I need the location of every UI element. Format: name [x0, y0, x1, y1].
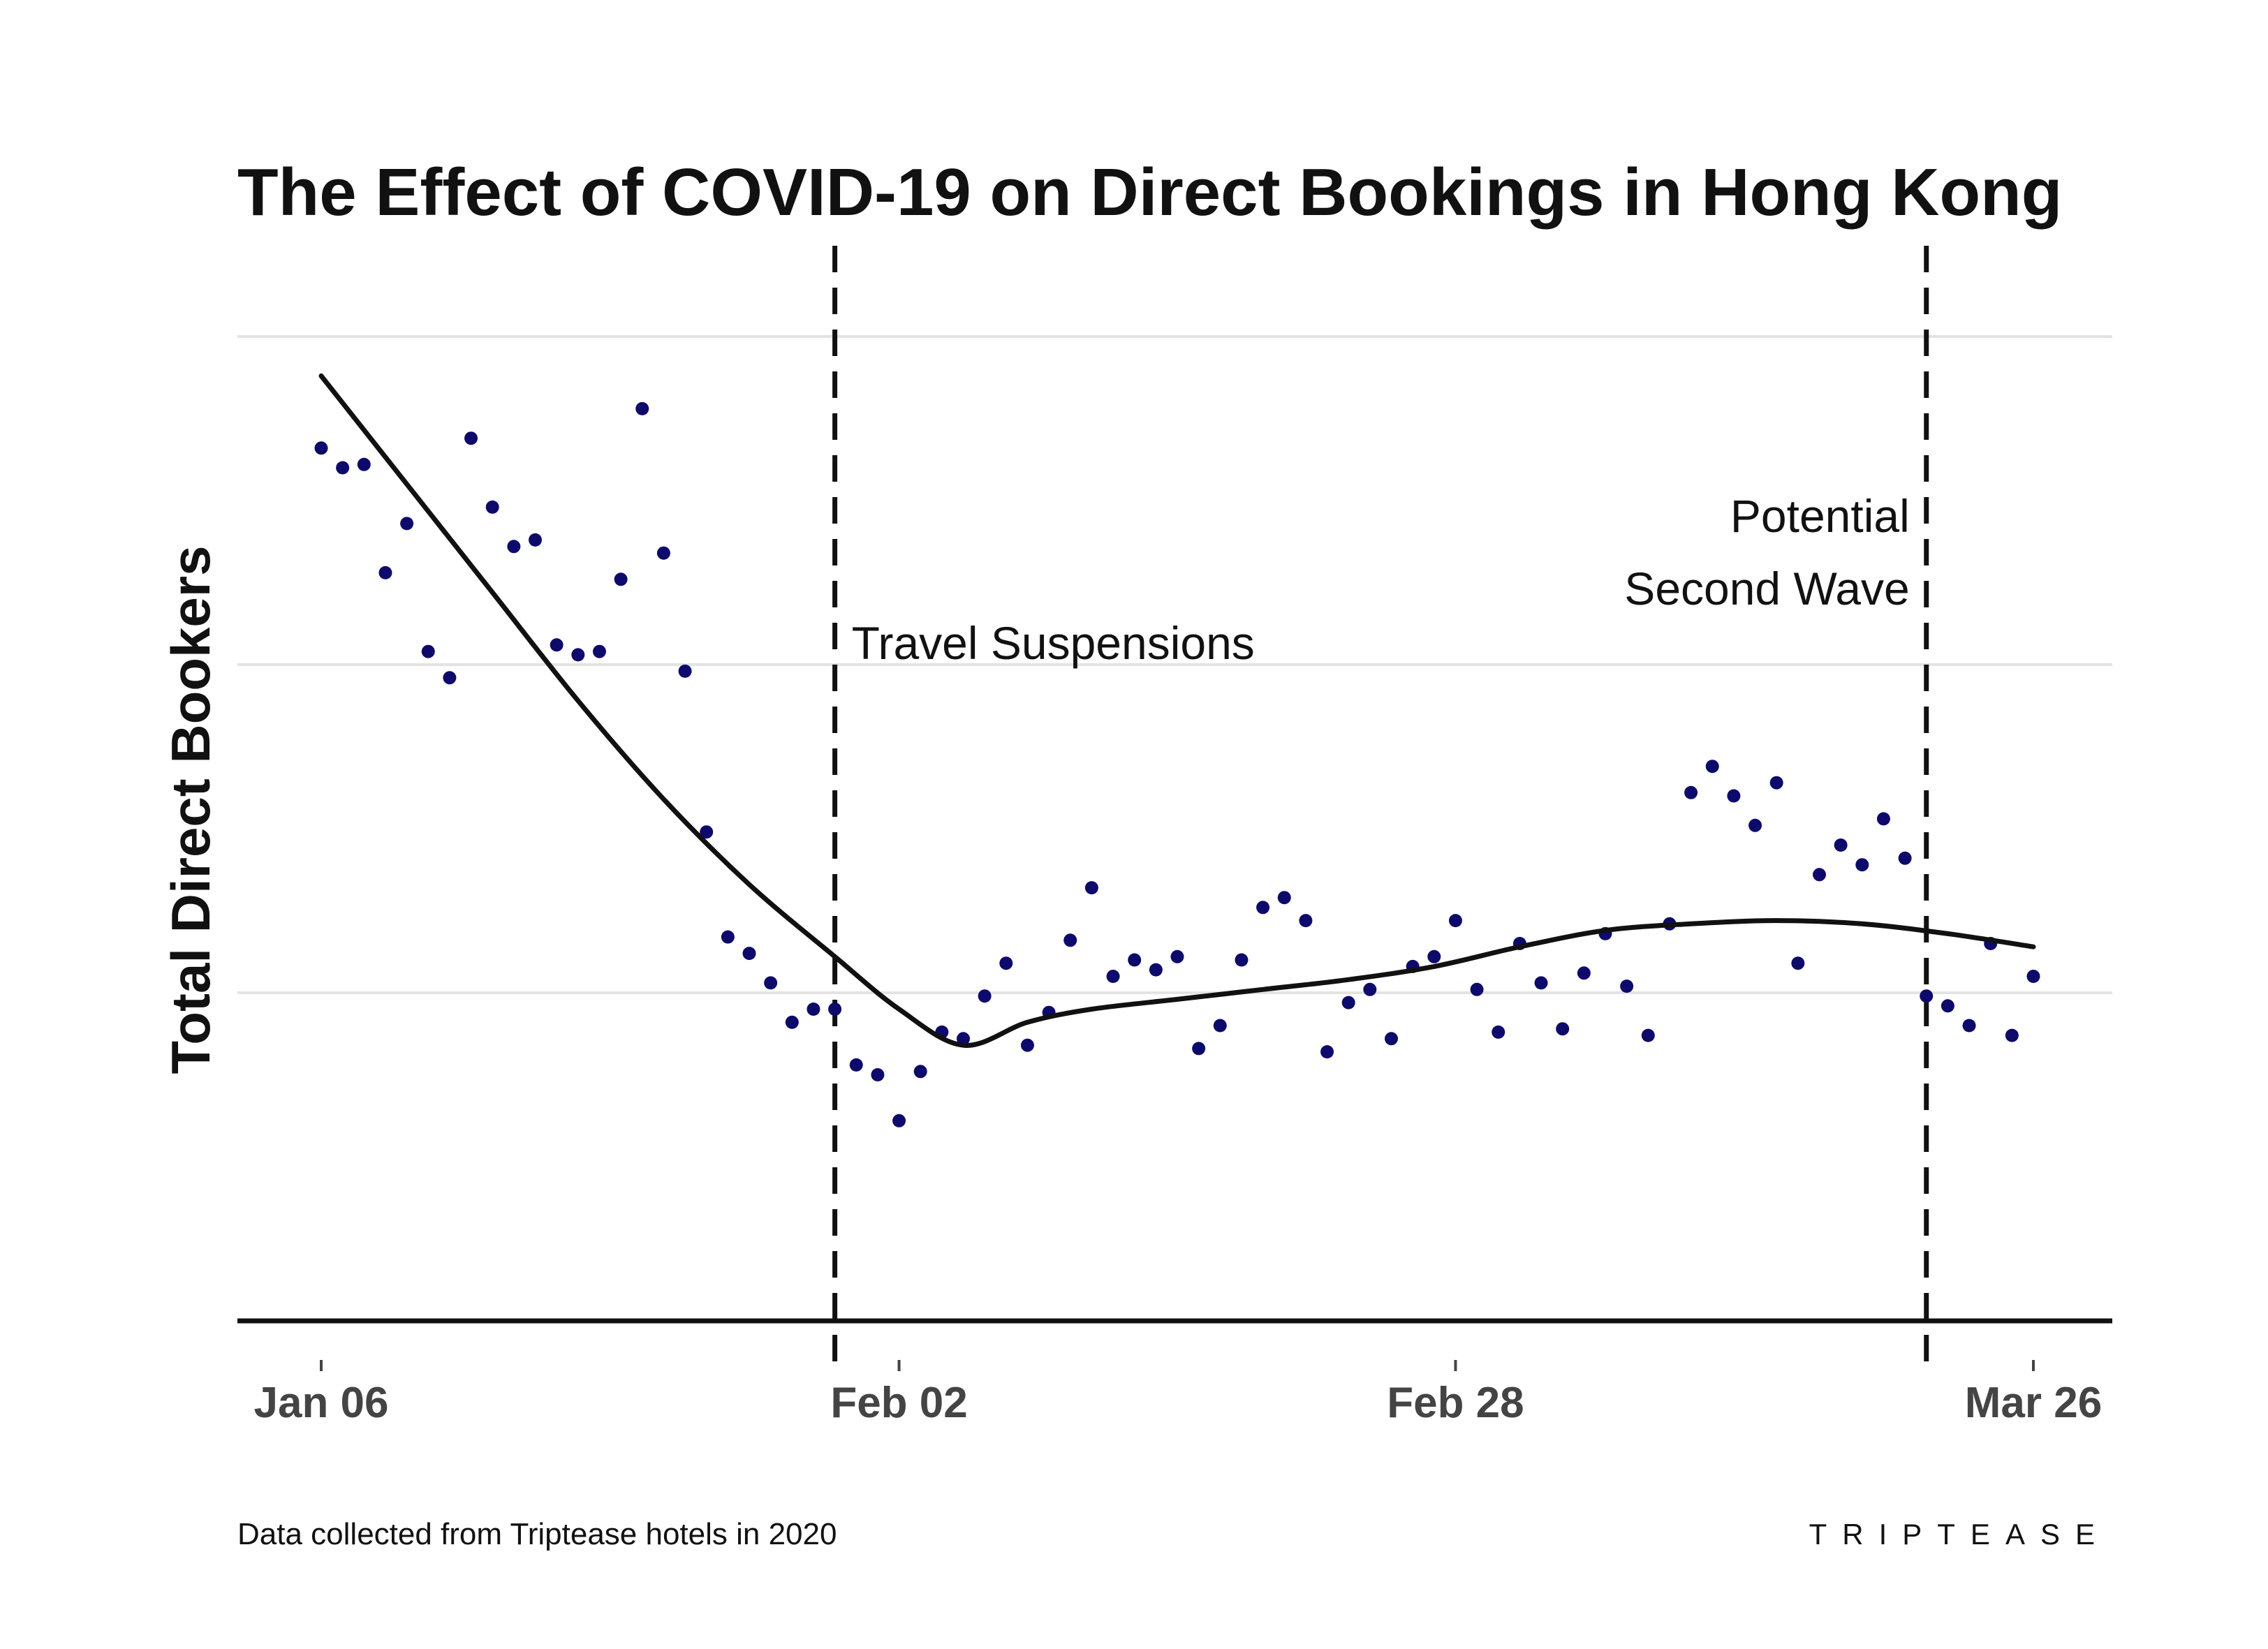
data-point-23: [807, 1003, 820, 1016]
data-point-67: [1748, 818, 1762, 832]
data-point-3: [378, 565, 392, 579]
data-point-45: [1277, 891, 1291, 905]
data-point-18: [700, 825, 714, 839]
data-point-68: [1769, 776, 1783, 790]
data-point-71: [1834, 838, 1848, 852]
data-point-12: [571, 648, 585, 662]
data-point-33: [1020, 1038, 1034, 1052]
data-point-70: [1813, 868, 1826, 882]
data-point-17: [678, 664, 692, 678]
data-point-8: [485, 500, 499, 514]
data-point-41: [1192, 1042, 1206, 1056]
chart-title: The Effect of COVID-19 on Direct Booking…: [237, 155, 2062, 230]
data-point-58: [1556, 1022, 1570, 1036]
data-point-25: [849, 1058, 863, 1072]
x-tick-label-0: Jan 06: [253, 1379, 388, 1427]
data-point-72: [1855, 858, 1869, 872]
brand-logo: TRIPTEASE: [1809, 1518, 2110, 1551]
data-point-6: [443, 671, 457, 685]
data-point-0: [314, 441, 328, 455]
data-point-42: [1213, 1019, 1227, 1033]
data-point-5: [421, 644, 435, 658]
data-point-50: [1385, 1032, 1398, 1046]
data-point-46: [1299, 914, 1313, 928]
data-point-19: [721, 930, 735, 944]
data-point-30: [957, 1032, 970, 1046]
data-point-31: [978, 989, 992, 1003]
data-point-69: [1791, 956, 1805, 970]
annotation-label-1-1: Second Wave: [1624, 563, 1909, 614]
x-tick-label-1: Feb 02: [830, 1379, 967, 1427]
data-point-66: [1727, 789, 1741, 803]
annotation-label-1-0: Potential: [1730, 490, 1910, 542]
data-point-53: [1448, 914, 1462, 928]
data-point-47: [1320, 1045, 1334, 1059]
data-point-77: [1962, 1019, 1976, 1033]
data-point-75: [1920, 989, 1934, 1003]
data-point-24: [828, 1003, 842, 1016]
data-point-4: [400, 517, 414, 531]
data-point-36: [1084, 881, 1098, 895]
data-point-80: [2026, 970, 2040, 983]
x-ticks: Jan 06 Feb 02 Feb 28 Mar 26: [253, 1360, 2102, 1427]
data-point-57: [1534, 976, 1548, 990]
data-point-20: [742, 947, 756, 961]
trend-line: [318, 373, 2036, 1048]
annotation-label-0-0: Travel Suspensions: [852, 617, 1255, 669]
data-point-49: [1363, 982, 1377, 996]
data-point-7: [464, 431, 478, 445]
data-point-27: [892, 1114, 906, 1127]
data-point-54: [1470, 982, 1484, 996]
x-tick-label-3: Mar 26: [1965, 1379, 2102, 1427]
data-point-38: [1128, 953, 1142, 967]
data-point-74: [1898, 851, 1912, 865]
data-point-73: [1876, 812, 1890, 826]
data-point-1: [336, 461, 350, 475]
data-point-37: [1106, 970, 1120, 983]
data-point-52: [1427, 949, 1441, 963]
data-point-64: [1684, 785, 1698, 799]
annotations: Travel Suspensions Potential Second Wave: [832, 246, 1929, 1377]
data-point-61: [1620, 979, 1634, 993]
data-point-48: [1341, 996, 1355, 1010]
data-point-65: [1705, 760, 1719, 774]
data-point-43: [1235, 953, 1249, 967]
data-point-11: [550, 638, 564, 652]
data-point-44: [1256, 901, 1270, 915]
data-point-28: [913, 1065, 927, 1079]
data-point-32: [999, 956, 1013, 970]
source-note: Data collected from Triptease hotels in …: [237, 1517, 837, 1551]
data-point-9: [507, 540, 521, 554]
data-point-39: [1149, 963, 1163, 977]
data-point-21: [764, 976, 778, 990]
data-point-55: [1492, 1025, 1505, 1039]
data-point-59: [1577, 966, 1591, 980]
data-point-62: [1641, 1028, 1655, 1042]
data-point-40: [1170, 949, 1184, 963]
data-point-16: [656, 546, 670, 560]
y-axis-label: Total Direct Bookers: [160, 545, 221, 1074]
data-point-14: [614, 572, 628, 586]
data-point-35: [1063, 933, 1077, 947]
data-point-76: [1941, 999, 1954, 1013]
data-point-15: [635, 401, 649, 415]
data-point-79: [2005, 1028, 2019, 1042]
data-point-2: [357, 457, 371, 471]
data-point-10: [529, 533, 542, 547]
data-point-13: [592, 644, 606, 658]
data-point-22: [785, 1015, 799, 1029]
x-tick-label-2: Feb 28: [1387, 1379, 1524, 1427]
data-point-26: [871, 1068, 885, 1081]
